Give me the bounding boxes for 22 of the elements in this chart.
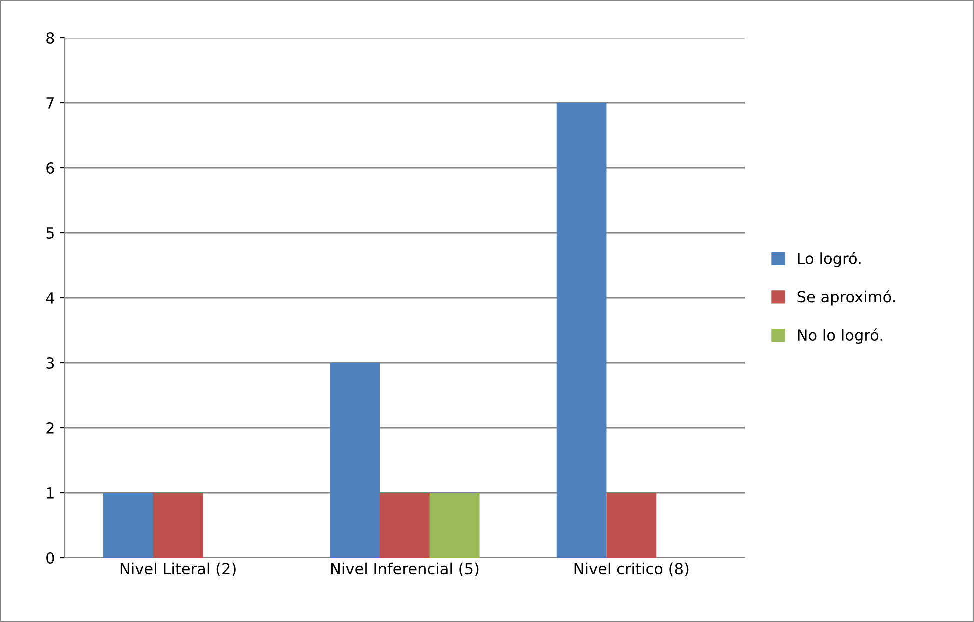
bar	[104, 493, 154, 558]
y-tick-label: 5	[46, 228, 54, 240]
bar	[330, 363, 380, 558]
bar	[153, 493, 204, 558]
x-tick-label: Nivel Inferencial (5)	[332, 562, 479, 576]
y-tick-label: 6	[46, 162, 54, 174]
bar	[380, 493, 430, 558]
legend-label: No lo logró.	[798, 328, 882, 344]
legend-label: Se aproximó.	[798, 290, 896, 306]
x-tick-label: Nivel critico (8)	[574, 562, 689, 576]
y-tick-label: 2	[46, 422, 54, 434]
bar	[606, 493, 657, 558]
y-tick-label: 7	[46, 98, 54, 109]
y-tick-label: 0	[46, 552, 54, 564]
x-tick-label: Nivel Literal (2)	[120, 562, 236, 576]
y-tick-label: 8	[46, 32, 54, 44]
y-tick-label: 1	[47, 488, 54, 499]
bar	[556, 103, 607, 558]
bar	[430, 493, 480, 558]
y-tick-label: 4	[46, 292, 54, 304]
y-tick-label: 3	[46, 357, 54, 370]
legend-label: Lo logró.	[798, 252, 861, 268]
